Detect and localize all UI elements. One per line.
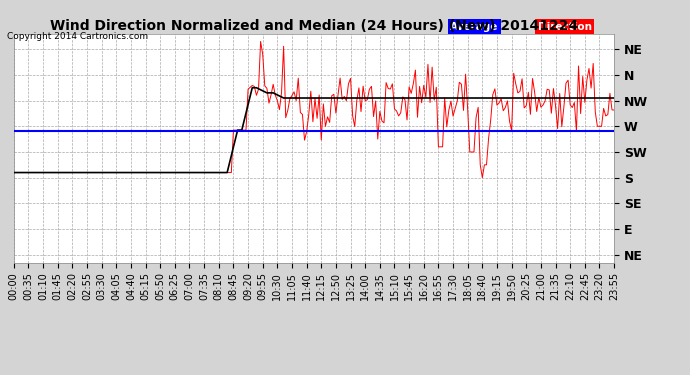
Text: Average: Average [450,22,499,32]
Text: Copyright 2014 Cartronics.com: Copyright 2014 Cartronics.com [7,32,148,41]
Text: Direction: Direction [538,22,592,32]
Title: Wind Direction Normalized and Median (24 Hours) (New) 20141224: Wind Direction Normalized and Median (24… [50,19,578,33]
